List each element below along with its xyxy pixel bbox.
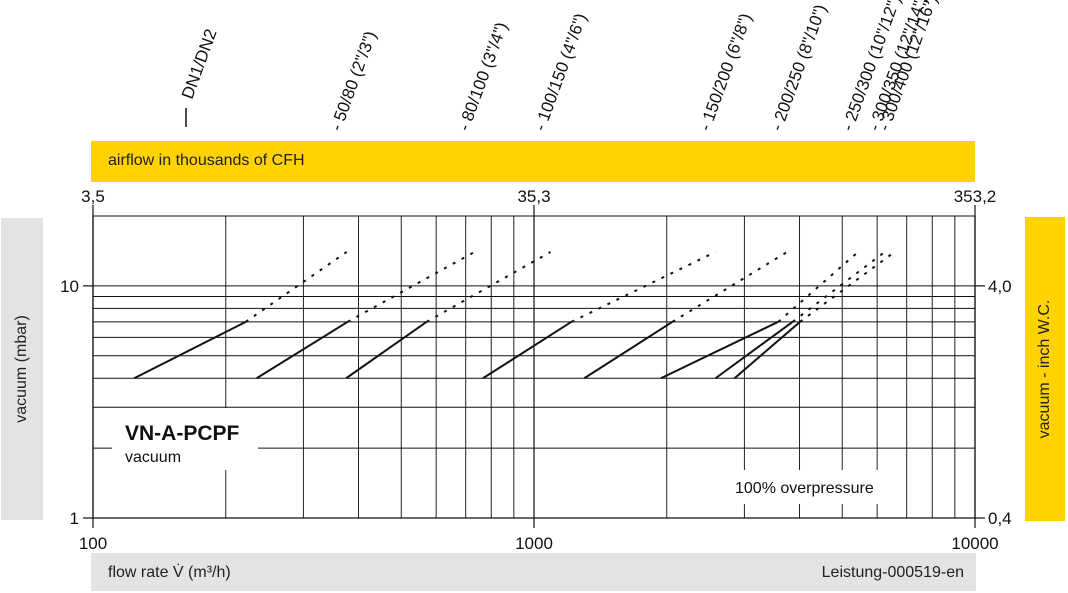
document-id: Leistung-000519-en (821, 564, 964, 581)
series-line-dotted (245, 251, 348, 323)
overpressure-note: 100% overpressure (735, 480, 874, 497)
series-line-solid (583, 320, 673, 380)
series-line-dotted (571, 251, 716, 323)
series-line-solid (345, 321, 428, 380)
series-line-solid (482, 320, 572, 380)
vacuum-inch-band: vacuum - inch W.C. (1025, 217, 1065, 521)
series-line-dotted (347, 251, 475, 323)
product-box: VN-A-PCPF vacuum (112, 408, 258, 470)
series-line-solid (714, 321, 794, 380)
series-line-solid (133, 320, 247, 380)
y-tick-label: 10 (60, 277, 79, 296)
airflow-cfh-band: airflow in thousands of CFH (91, 141, 975, 182)
grid (83, 205, 985, 528)
series-line-dotted (426, 251, 551, 323)
y-tick-label: 1 (70, 509, 79, 528)
series-line-solid (256, 320, 349, 380)
x-tick-label: 10000 (951, 534, 998, 553)
right-tick-label: 4,0 (988, 277, 1012, 296)
size-header: DN1/DN2 (178, 27, 221, 102)
series-line-solid (733, 321, 801, 380)
series-label: - 50/80 (2"/3") (327, 28, 381, 133)
series-line-dotted (792, 251, 886, 323)
right-tick-label: 0,4 (988, 509, 1012, 528)
series-label: - 150/200 (6"/8") (695, 11, 755, 134)
x-tick-label: 1000 (515, 534, 553, 553)
airflow-cfh-label: airflow in thousands of CFH (108, 152, 305, 169)
top-tick-label: 35,3 (517, 187, 550, 206)
series-label: - 80/100 (3"/4") (454, 20, 511, 134)
top-tick-label: 353,2 (954, 187, 997, 206)
vacuum-mbar-band: vacuum (mbar) (1, 218, 43, 520)
flow-rate-band: flow rate V̇ (m³/h) Leistung-000519-en (91, 553, 976, 591)
product-subtitle: vacuum (125, 449, 181, 466)
flow-rate-label: flow rate V̇ (m³/h) (108, 564, 231, 581)
product-name: VN-A-PCPF (125, 422, 240, 445)
note-box: 100% overpressure (728, 470, 900, 504)
series-label: - 200/250 (8"/10") (767, 2, 830, 134)
series-layer (133, 251, 896, 380)
series-line-solid (660, 320, 779, 380)
top-tick-label: 3,5 (81, 187, 105, 206)
series-line-dotted (777, 251, 859, 323)
series-line-dotted (671, 251, 788, 323)
x-tick-label: 100 (79, 534, 107, 553)
series-label: - 100/150 (4"/6") (530, 11, 590, 134)
